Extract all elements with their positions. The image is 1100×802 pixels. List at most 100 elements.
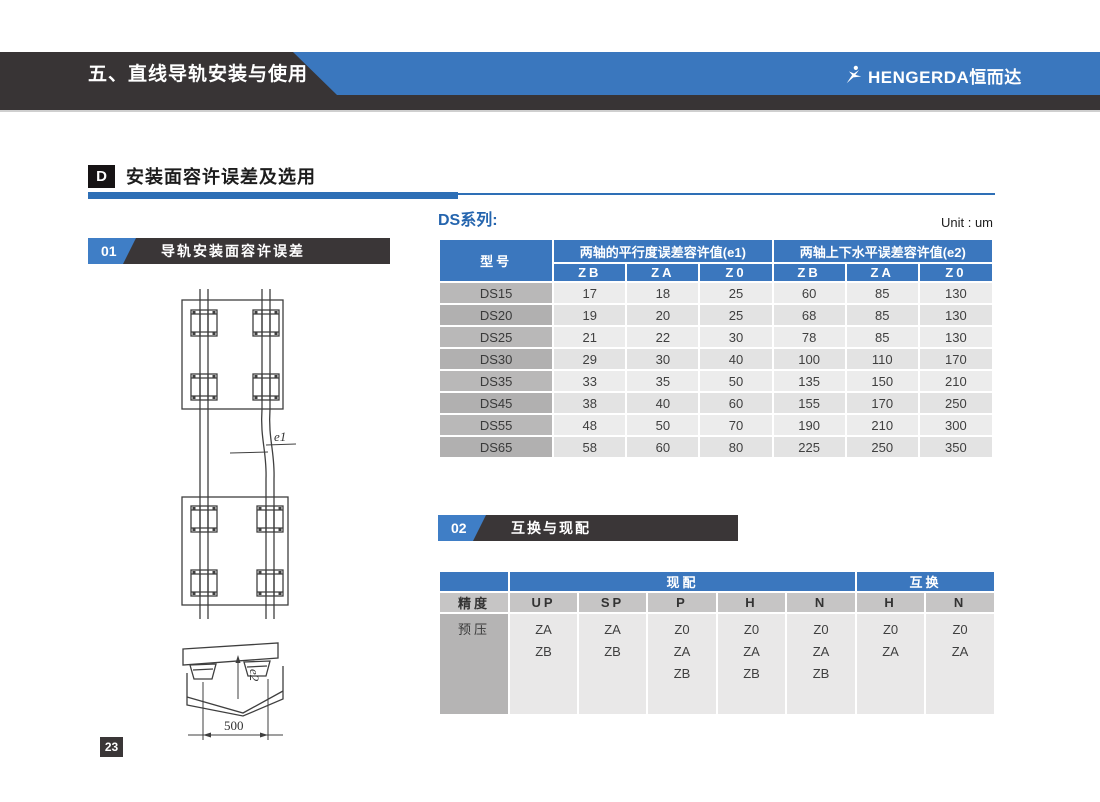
cell: 68 — [771, 303, 847, 327]
section-title: 安装面容许误差及选用 — [126, 167, 316, 187]
model-cell: DS20 — [437, 303, 555, 327]
model-column-header: 型号 — [437, 238, 555, 283]
section-heading: D 安装面容许误差及选用 — [88, 164, 316, 188]
cell: 70 — [698, 413, 774, 437]
cell: 58 — [552, 435, 628, 459]
section-letter-badge: D — [88, 164, 115, 188]
sub-header: ZA — [844, 262, 920, 283]
table-row: DS65 58 60 80 225 250 350 — [437, 435, 995, 459]
model-cell: DS25 — [437, 325, 555, 349]
table-row: DS55 48 50 70 190 210 300 — [437, 413, 995, 437]
table-row: DS15 17 18 25 60 85 130 — [437, 281, 995, 305]
preload-value: ZB — [535, 644, 552, 659]
grade-header: H — [855, 591, 927, 614]
preload-value: ZA — [743, 644, 760, 659]
cell: 130 — [917, 325, 995, 349]
subsection-02-banner: 02 互换与现配 — [438, 515, 738, 541]
cell: ZA ZB — [508, 612, 579, 716]
preload-value: ZA — [882, 644, 899, 659]
cell: 35 — [625, 369, 701, 393]
cell: 40 — [698, 347, 774, 371]
cell: 19 — [552, 303, 628, 327]
page-header-bar: 五、直线导轨安装与使用 HENGERDA恒而达 — [0, 52, 1100, 112]
cell: 85 — [844, 281, 920, 305]
sub-header: ZA — [625, 262, 701, 283]
page-number: 23 — [100, 737, 123, 757]
cell: 29 — [552, 347, 628, 371]
cell: 130 — [917, 303, 995, 327]
cell: 170 — [844, 391, 920, 415]
cell: 60 — [771, 281, 847, 305]
cell: 38 — [552, 391, 628, 415]
cell: 22 — [625, 325, 701, 349]
section-underline-thick — [88, 192, 458, 199]
table-row: 预压 ZA ZB ZA ZB Z0 ZA ZB Z0 — [438, 612, 997, 716]
preload-value: ZB — [604, 644, 621, 659]
subsection-01-title: 导轨安装面容许误差 — [161, 243, 305, 259]
preload-value: Z0 — [674, 622, 690, 637]
cell: 17 — [552, 281, 628, 305]
e2-dimension-label: e2 — [247, 669, 262, 682]
cell: 40 — [625, 391, 701, 415]
cell: Z0 ZA — [855, 612, 927, 716]
preload-row-label: 预压 — [438, 612, 510, 716]
cell: 21 — [552, 325, 628, 349]
cell: 50 — [698, 369, 774, 393]
cell: 85 — [844, 325, 920, 349]
cell: 60 — [625, 435, 701, 459]
cell: 225 — [771, 435, 847, 459]
group-header-e1: 两轴的平行度误差容许值(e1) — [552, 238, 774, 264]
side-view-plate — [182, 642, 279, 666]
cell: 300 — [917, 413, 995, 437]
preload-value: ZB — [743, 666, 760, 681]
grade-header: N — [784, 591, 858, 614]
cell: 80 — [698, 435, 774, 459]
cell: 170 — [917, 347, 995, 371]
ds-series-title: DS系列: — [438, 212, 498, 229]
preload-value: ZA — [604, 622, 621, 637]
rail-mounting-diagram: e1 e2 500 — [181, 289, 297, 740]
precision-header: 精度 — [438, 591, 510, 614]
cell: 85 — [844, 303, 920, 327]
sub-header: ZB — [552, 262, 628, 283]
grade-header: N — [924, 591, 997, 614]
preload-value: Z0 — [813, 622, 829, 637]
preload-value: ZA — [812, 644, 830, 659]
width-dimension-label: 500 — [224, 718, 244, 733]
model-cell: DS15 — [437, 281, 555, 305]
corner-cell — [438, 570, 510, 593]
sub-header: Z0 — [698, 262, 774, 283]
grade-header: P — [646, 591, 718, 614]
cell: 135 — [771, 369, 847, 393]
cell: 48 — [552, 413, 628, 437]
preload-value: Z0 — [743, 622, 760, 637]
group-header-interchange: 互换 — [855, 570, 997, 593]
cell: 210 — [917, 369, 995, 393]
subsection-01-banner: 01 导轨安装面容许误差 — [88, 238, 390, 264]
cell: 350 — [917, 435, 995, 459]
table-row: DS20 19 20 25 68 85 130 — [437, 303, 995, 327]
header-blue-ribbon — [293, 52, 1100, 95]
cell: Z0 ZA ZB — [716, 612, 787, 716]
preload-value: ZA — [535, 622, 552, 637]
cell: Z0 ZA ZB — [646, 612, 718, 716]
lower-plate-outline — [181, 496, 289, 606]
grade-header: H — [716, 591, 787, 614]
ds-series-table: 型号 两轴的平行度误差容许值(e1) 两轴上下水平误差容许值(e2) ZB ZA… — [437, 238, 995, 459]
preload-value: Z0 — [952, 622, 968, 637]
cell: ZA ZB — [577, 612, 648, 716]
group-header-e2: 两轴上下水平误差容许值(e2) — [771, 238, 995, 264]
table-row: DS30 29 30 40 100 110 170 — [437, 347, 995, 371]
cell: 25 — [698, 281, 774, 305]
model-cell: DS35 — [437, 369, 555, 393]
model-cell: DS65 — [437, 435, 555, 459]
interchange-table: 现配 互换 精度 UP SP P H N H N 预压 ZA ZB — [438, 570, 997, 716]
cell: 155 — [771, 391, 847, 415]
brand-logo: HENGERDA恒而达 — [843, 61, 1022, 89]
cell: 100 — [771, 347, 847, 371]
grade-header: SP — [577, 591, 648, 614]
group-header-matched-fit: 现配 — [507, 570, 858, 593]
section-underline-thin — [458, 193, 995, 195]
cell: 20 — [625, 303, 701, 327]
